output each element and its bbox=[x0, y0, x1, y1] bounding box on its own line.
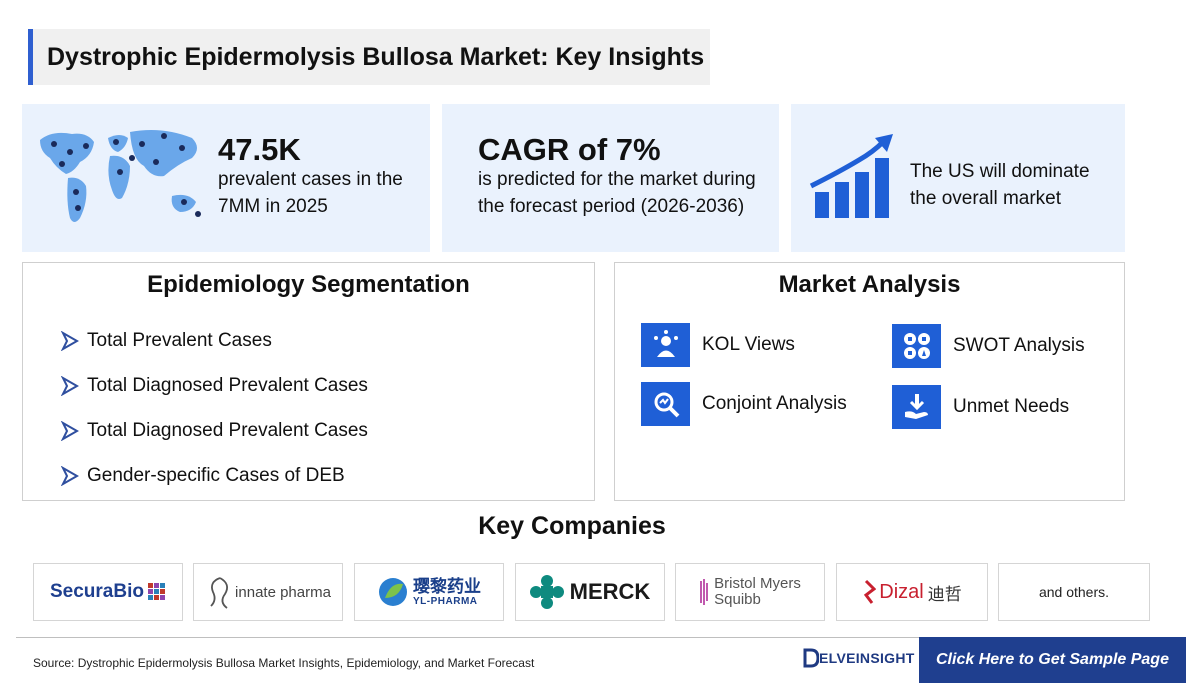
company-logo-yl-pharma: 璎黎药业 YL-PHARMA bbox=[354, 563, 504, 621]
list-item: Total Prevalent Cases bbox=[61, 318, 368, 363]
world-map-icon bbox=[40, 130, 201, 222]
merck-emblem-icon bbox=[529, 575, 564, 609]
dizal-name: Dizal bbox=[879, 580, 924, 603]
key-companies-title: Key Companies bbox=[478, 512, 666, 540]
list-item-label: Total Diagnosed Prevalent Cases bbox=[87, 419, 368, 441]
list-item-label: Total Diagnosed Prevalent Cases bbox=[87, 374, 368, 396]
page-title: Dystrophic Epidermolysis Bullosa Market:… bbox=[47, 43, 705, 71]
company-logo-bms: Bristol Myers Squibb bbox=[675, 563, 825, 621]
source-text: Source: Dystrophic Epidermolysis Bullosa… bbox=[33, 656, 535, 670]
stat-value: CAGR of 7% bbox=[478, 132, 661, 167]
innate-swirl-icon bbox=[210, 577, 229, 609]
delveinsight-d-icon bbox=[803, 648, 819, 668]
dizal-cn: 迪哲 bbox=[927, 584, 962, 604]
epidemiology-title: Epidemiology Segmentation bbox=[147, 271, 470, 298]
market-item-label: Conjoint Analysis bbox=[702, 393, 847, 414]
market-item-unmet-needs: Unmet Needs bbox=[892, 385, 1069, 429]
list-item-label: Gender-specific Cases of DEB bbox=[87, 464, 345, 486]
stat-value: 47.5K bbox=[218, 132, 301, 167]
securabio-grid-icon bbox=[147, 583, 165, 600]
company-logo-dizal: Dizal 迪哲 bbox=[836, 563, 988, 621]
stat-text: prevalent cases in the 7MM in 2025 bbox=[218, 169, 403, 217]
list-item: Gender-specific Cases of DEB bbox=[61, 453, 368, 498]
market-item-swot: SWOT Analysis bbox=[892, 324, 1085, 368]
footer-divider bbox=[16, 637, 1186, 638]
chevron-right-icon bbox=[61, 330, 79, 351]
innate-name: innate pharma bbox=[235, 583, 331, 601]
yl-pharma-en: YL-PHARMA bbox=[413, 595, 478, 607]
market-item-label: SWOT Analysis bbox=[953, 335, 1085, 356]
merck-name: MERCK bbox=[569, 579, 651, 604]
stat-prevalent-cases: 47.5K prevalent cases in the 7MM in 2025 bbox=[22, 104, 430, 252]
stat-text: The US will dominate the overall market bbox=[910, 161, 1090, 209]
market-analysis-panel: Market Analysis KOL Views SWOT Analysis … bbox=[614, 262, 1125, 501]
company-logo-securabio: SecuraBio bbox=[33, 563, 183, 621]
market-analysis-title: Market Analysis bbox=[778, 271, 961, 298]
epidemiology-list: Total Prevalent Cases Total Diagnosed Pr… bbox=[61, 318, 368, 498]
yl-pharma-cn: 璎黎药业 bbox=[413, 576, 481, 596]
bms-line-2: Squibb bbox=[714, 591, 761, 608]
market-item-label: Unmet Needs bbox=[953, 396, 1070, 417]
swot-icon bbox=[892, 324, 941, 368]
list-item: Total Diagnosed Prevalent Cases bbox=[61, 363, 368, 408]
delveinsight-name: ELVEINSIGHT bbox=[819, 650, 915, 666]
company-logo-merck: MERCK bbox=[515, 563, 665, 621]
chevron-right-icon bbox=[61, 420, 79, 441]
yl-pharma-leaf-icon bbox=[379, 578, 407, 606]
conjoint-icon bbox=[641, 382, 690, 426]
market-item-label: KOL Views bbox=[702, 334, 795, 355]
growth-chart-icon bbox=[809, 134, 893, 218]
bms-lines-icon bbox=[700, 579, 708, 605]
bms-line-1: Bristol Myers bbox=[714, 575, 801, 592]
stat-text: is predicted for the market during the f… bbox=[478, 169, 756, 217]
delveinsight-logo: ELVEINSIGHT bbox=[803, 648, 915, 668]
chevron-right-icon bbox=[61, 375, 79, 396]
sample-page-button[interactable]: Click Here to Get Sample Page bbox=[919, 637, 1186, 683]
chevron-right-icon bbox=[61, 465, 79, 486]
market-item-conjoint: Conjoint Analysis bbox=[641, 382, 847, 426]
list-item: Total Diagnosed Prevalent Cases bbox=[61, 408, 368, 453]
securabio-name: SecuraBio bbox=[50, 581, 144, 602]
dizal-emblem-icon bbox=[864, 579, 877, 604]
stat-cagr: CAGR of 7% is predicted for the market d… bbox=[442, 104, 779, 252]
market-item-kol: KOL Views bbox=[641, 323, 795, 367]
epidemiology-panel: Epidemiology Segmentation Total Prevalen… bbox=[22, 262, 595, 501]
list-item-label: Total Prevalent Cases bbox=[87, 329, 272, 351]
company-logo-innate-pharma: innate pharma bbox=[193, 563, 343, 621]
title-box: Dystrophic Epidermolysis Bullosa Market:… bbox=[28, 29, 710, 85]
stat-us-dominance: The US will dominate the overall market bbox=[791, 104, 1125, 252]
company-others: and others. bbox=[998, 563, 1150, 621]
others-label: and others. bbox=[1038, 584, 1110, 600]
unmet-needs-icon bbox=[892, 385, 941, 429]
kol-icon bbox=[641, 323, 690, 367]
